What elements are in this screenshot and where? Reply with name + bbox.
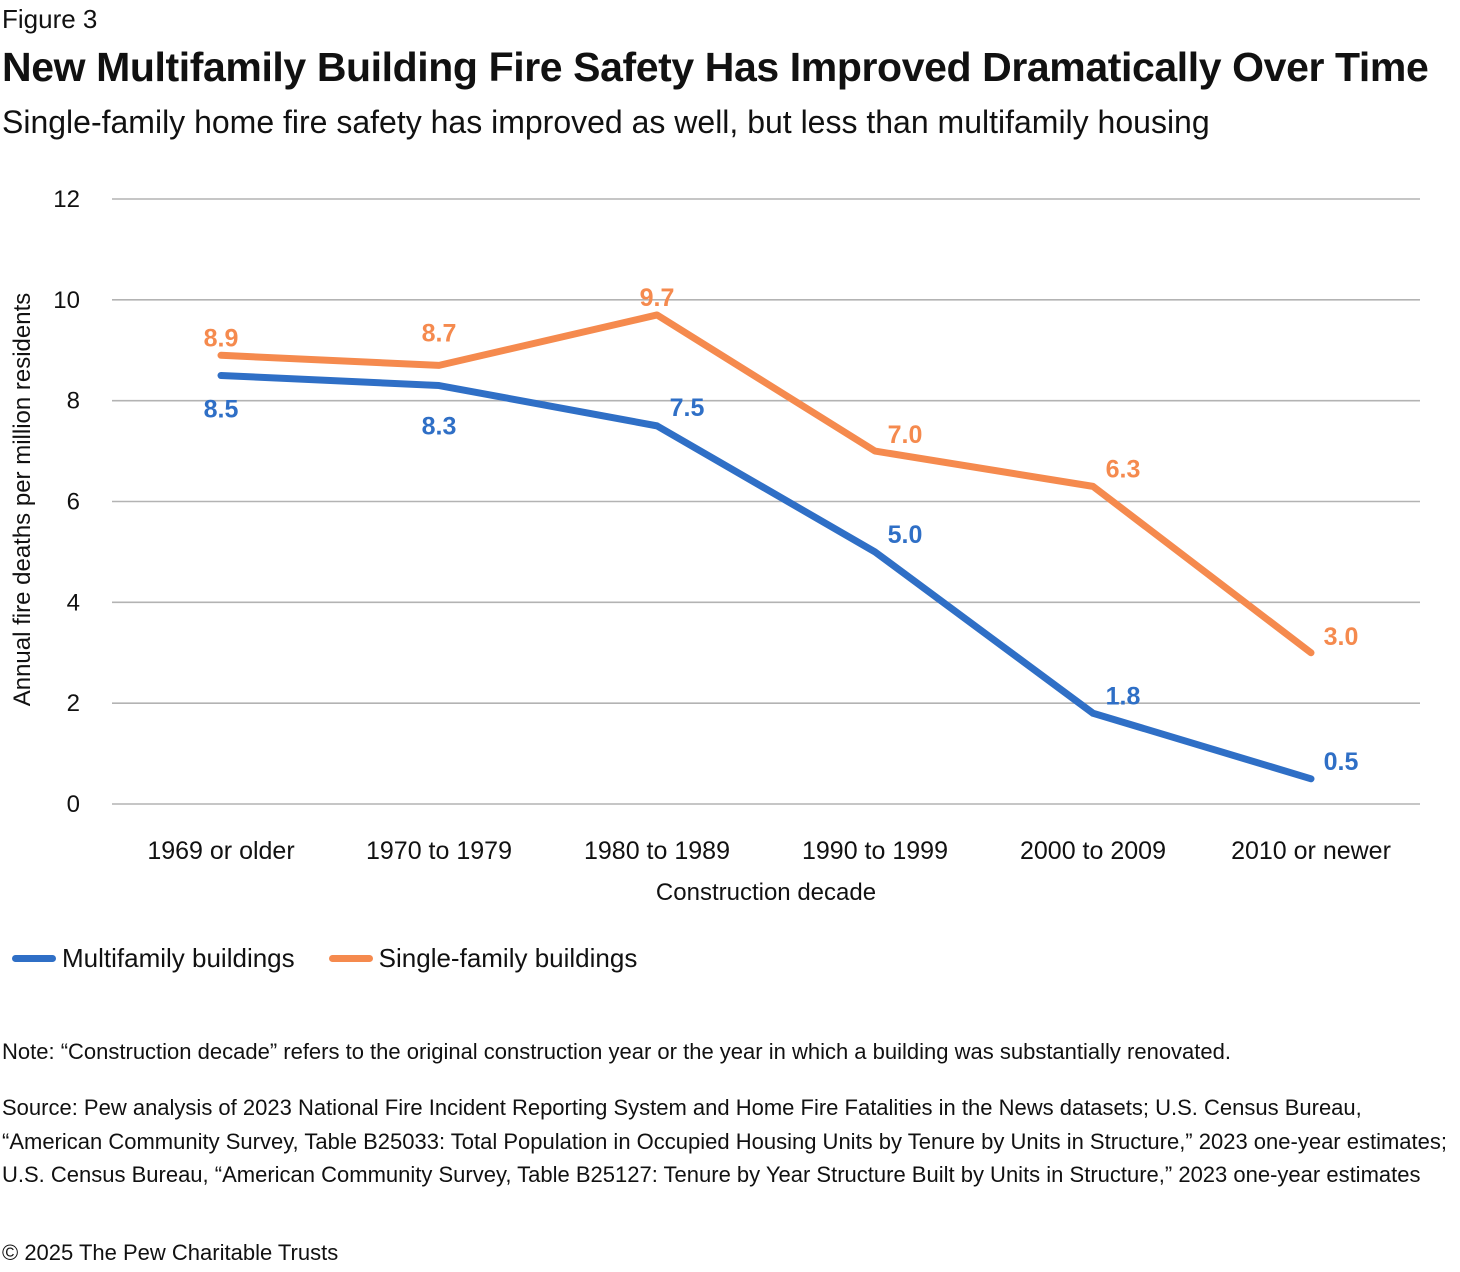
legend-label-multifamily: Multifamily buildings: [62, 943, 295, 973]
x-tick-label: 1970 to 1979: [366, 837, 512, 865]
chart-note: Note: “Construction decade” refers to th…: [2, 1039, 1231, 1064]
x-axis-title: Construction decade: [656, 879, 876, 906]
legend-label-single-family: Single-family buildings: [378, 943, 638, 973]
data-labels: 8.5 8.3 7.5 5.0 1.8 0.5 8.9 8.7 9.7 7.0 6.3 3.0: [204, 284, 1359, 776]
x-tick-label: 1980 to 1989: [584, 837, 730, 865]
chart-subtitle: Single-family home fire safety has impro…: [2, 104, 1210, 140]
data-label: 5.0: [888, 521, 923, 549]
copyright: © 2025 The Pew Charitable Trusts: [2, 1240, 339, 1265]
data-label: 8.7: [422, 319, 457, 347]
gridlines: [112, 198, 1420, 805]
x-tick-labels: 1969 or older 1970 to 1979 1980 to 1989 199…: [147, 837, 1391, 865]
x-tick-label: 2000 to 2009: [1020, 837, 1166, 865]
data-label: 0.5: [1324, 748, 1359, 776]
data-label: 8.9: [204, 324, 239, 352]
series-lines: [217, 311, 1315, 783]
y-tick-labels: 0 2 4 6 8 10 12: [53, 186, 80, 818]
y-tick-label: 12: [53, 186, 80, 213]
x-tick-label: 2010 or newer: [1231, 837, 1391, 865]
y-tick-label: 10: [53, 287, 80, 314]
y-axis-title: Annual fire deaths per million residents: [9, 293, 36, 707]
legend-item-multifamily: Multifamily buildings: [12, 943, 295, 974]
data-label: 3.0: [1324, 623, 1359, 651]
data-label: 9.7: [640, 284, 675, 312]
figure-label: Figure 3: [2, 4, 98, 34]
chart-title: New Multifamily Building Fire Safety Has…: [2, 44, 1429, 90]
data-label: 7.5: [670, 394, 705, 422]
line-chart: 0 2 4 6 8 10 12 1969 or older 1970 to 1979 1980 …: [9, 186, 1420, 906]
y-tick-label: 6: [67, 489, 80, 516]
legend: Multifamily buildings Single-family buil…: [12, 943, 671, 974]
x-tick-label: 1990 to 1999: [802, 837, 948, 865]
chart-source: Source: Pew analysis of 2023 National Fi…: [2, 1095, 1447, 1187]
y-tick-label: 8: [67, 388, 80, 415]
y-tick-label: 0: [67, 791, 80, 818]
series-line-multifamily: [217, 371, 1315, 783]
data-label: 8.3: [422, 413, 457, 441]
data-label: 1.8: [1106, 682, 1141, 710]
data-label: 7.0: [888, 421, 923, 449]
x-tick-label: 1969 or older: [147, 837, 294, 865]
legend-swatch-single-family: [328, 955, 373, 962]
y-tick-label: 4: [67, 589, 80, 616]
series-line-single-family: [217, 311, 1315, 657]
legend-item-single-family: Single-family buildings: [328, 943, 638, 974]
data-label: 6.3: [1106, 455, 1141, 483]
legend-swatch-multifamily: [12, 955, 56, 962]
data-label: 8.5: [204, 395, 239, 423]
y-tick-label: 2: [67, 690, 80, 717]
